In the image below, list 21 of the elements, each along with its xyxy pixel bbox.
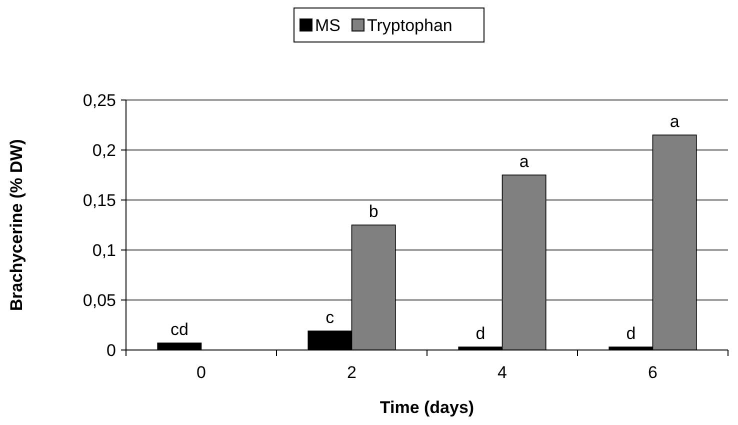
- annotation: cd: [170, 320, 188, 339]
- y-tick-label: 0,05: [82, 290, 116, 310]
- y-tick-label: 0: [106, 340, 116, 360]
- y-tick-label: 0,2: [92, 140, 116, 160]
- annotation: a: [519, 152, 530, 171]
- y-tick-label: 0,25: [82, 90, 116, 110]
- annotation: c: [326, 308, 335, 327]
- x-tick-label: 0: [196, 363, 206, 382]
- x-tick-label: 2: [347, 363, 356, 382]
- y-tick-label: 0,15: [82, 190, 116, 210]
- annotation: a: [670, 112, 680, 131]
- y-tick-label: 0,1: [92, 240, 116, 260]
- x-tick-label: 4: [498, 363, 507, 382]
- annotation: d: [626, 324, 636, 343]
- annotation: b: [368, 202, 378, 221]
- x-axis-title: Time (days): [380, 398, 474, 417]
- y-axis-title: Brachycerine (% DW): [7, 139, 26, 311]
- annotation: d: [476, 324, 486, 343]
- legend-label: Tryptophan: [367, 16, 452, 35]
- x-tick-label: 6: [648, 363, 658, 382]
- legend-label: MS: [315, 16, 340, 35]
